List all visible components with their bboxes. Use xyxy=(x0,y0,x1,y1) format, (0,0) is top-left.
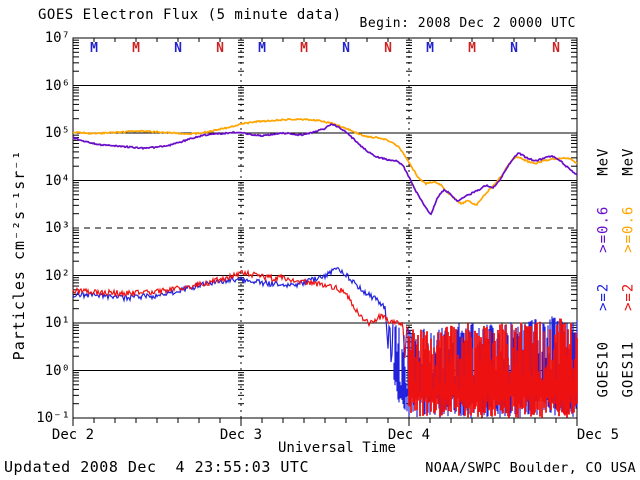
y-tick-label: 10⁰ xyxy=(44,362,70,379)
satellite-local-time-marker: N xyxy=(342,41,350,56)
satellite-local-time-marker: N xyxy=(174,41,182,56)
x-tick-label: Dec 5 xyxy=(576,427,620,443)
y-tick-label: 10¹ xyxy=(44,315,70,331)
legend-goes11-column: GOES11 >=2 >=0.6 MeV xyxy=(621,148,638,398)
legend-goes10-ge06-label: >=0.6 xyxy=(595,205,612,253)
satellite-local-time-marker: M xyxy=(132,41,140,56)
updated-timestamp: Updated 2008 Dec 4 23:55:03 UTC xyxy=(4,458,309,476)
legend-goes11-unit: MeV xyxy=(620,147,637,176)
satellite-local-time-marker: M xyxy=(300,41,308,56)
y-tick-label: 10⁴ xyxy=(44,172,70,189)
legend-goes11-ge2-label: >=2 xyxy=(620,282,637,312)
credit-text: NOAA/SWPC Boulder, CO USA xyxy=(425,460,636,476)
x-tick-label: Dec 2 xyxy=(51,427,95,443)
satellite-local-time-marker: N xyxy=(552,41,560,56)
begin-timestamp: Begin: 2008 Dec 2 0000 UTC xyxy=(359,16,576,31)
y-tick-label: 10⁻¹ xyxy=(36,410,70,426)
legend-goes11-satellite: GOES11 xyxy=(620,340,637,398)
x-axis-title: Universal Time xyxy=(277,440,396,456)
satellite-local-time-marker: N xyxy=(384,41,392,56)
satellite-local-time-marker: N xyxy=(510,41,518,56)
y-tick-label: 10² xyxy=(44,267,70,284)
page-title: GOES Electron Flux (5 minute data) xyxy=(38,7,342,23)
legend-goes11-ge06-label: >=0.6 xyxy=(620,205,637,253)
satellite-local-time-marker: M xyxy=(468,41,476,56)
legend-goes10-satellite: GOES10 xyxy=(595,340,612,398)
y-tick-label: 10⁵ xyxy=(44,125,70,141)
y-tick-label: 10³ xyxy=(44,220,70,236)
satellite-local-time-marker: M xyxy=(426,41,434,56)
x-tick-label: Dec 4 xyxy=(387,427,431,443)
satellite-local-time-marker: M xyxy=(258,41,266,56)
legend-goes10-column: GOES10 >=2 >=0.6 MeV xyxy=(596,148,613,398)
x-tick-label: Dec 3 xyxy=(219,427,263,443)
legend-goes10-unit: MeV xyxy=(595,147,612,176)
satellite-local-time-marker: N xyxy=(216,41,224,56)
y-tick-label: 10⁶ xyxy=(44,77,70,94)
y-tick-label: 10⁷ xyxy=(44,30,70,46)
legend-goes10-ge2-label: >=2 xyxy=(595,282,612,312)
satellite-local-time-marker: M xyxy=(90,41,98,56)
